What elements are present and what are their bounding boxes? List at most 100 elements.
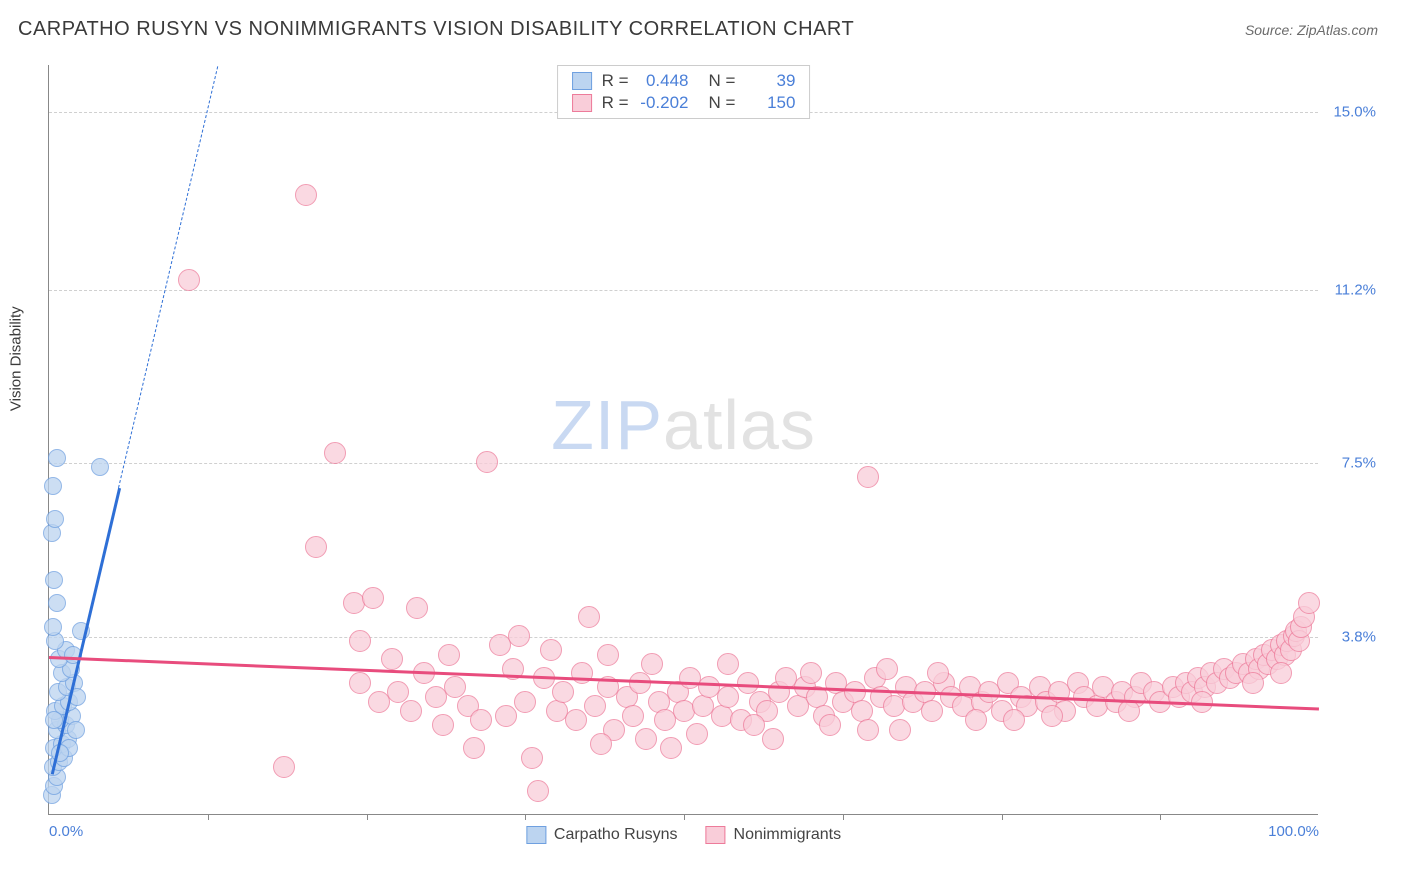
data-point-nonimmigrants xyxy=(717,686,739,708)
data-point-nonimmigrants xyxy=(622,705,644,727)
x-tick xyxy=(843,814,844,820)
data-point-nonimmigrants xyxy=(540,639,562,661)
data-point-nonimmigrants xyxy=(965,709,987,731)
data-point-nonimmigrants xyxy=(400,700,422,722)
data-point-nonimmigrants xyxy=(1041,705,1063,727)
data-point-nonimmigrants xyxy=(552,681,574,703)
x-tick-label: 0.0% xyxy=(49,823,83,840)
data-point-nonimmigrants xyxy=(324,442,346,464)
data-point-nonimmigrants xyxy=(635,728,657,750)
chart-container: Vision Disability ZIPatlas R =0.448N =39… xyxy=(18,55,1388,855)
data-point-nonimmigrants xyxy=(717,653,739,675)
data-point-nonimmigrants xyxy=(295,184,317,206)
watermark-atlas: atlas xyxy=(663,386,816,464)
data-point-nonimmigrants xyxy=(889,719,911,741)
data-point-nonimmigrants xyxy=(565,709,587,731)
legend-r-value: 0.448 xyxy=(639,71,689,91)
data-point-nonimmigrants xyxy=(495,705,517,727)
data-point-nonimmigrants xyxy=(590,733,612,755)
data-point-carpatho xyxy=(48,449,66,467)
y-tick-label: 11.2% xyxy=(1335,282,1376,299)
watermark: ZIPatlas xyxy=(551,385,816,465)
legend-n-value: 39 xyxy=(745,71,795,91)
data-point-nonimmigrants xyxy=(876,658,898,680)
legend-swatch xyxy=(706,826,726,844)
data-point-nonimmigrants xyxy=(641,653,663,675)
data-point-nonimmigrants xyxy=(921,700,943,722)
data-point-nonimmigrants xyxy=(597,644,619,666)
data-point-nonimmigrants xyxy=(686,723,708,745)
legend-item-nonimmigrants: Nonimmigrants xyxy=(706,826,842,844)
legend-label: Nonimmigrants xyxy=(734,826,842,844)
trend-line-carpatho xyxy=(50,488,120,775)
x-tick xyxy=(367,814,368,820)
data-point-nonimmigrants xyxy=(514,691,536,713)
gridline xyxy=(49,637,1318,638)
legend-n-label: N = xyxy=(709,71,736,91)
y-tick-label: 3.8% xyxy=(1342,628,1376,645)
x-tick xyxy=(1002,814,1003,820)
data-point-carpatho xyxy=(67,721,85,739)
data-point-nonimmigrants xyxy=(470,709,492,731)
data-point-nonimmigrants xyxy=(1298,592,1320,614)
legend-label: Carpatho Rusyns xyxy=(554,826,678,844)
data-point-carpatho xyxy=(45,711,63,729)
data-point-carpatho xyxy=(46,510,64,528)
gridline xyxy=(49,290,1318,291)
data-point-nonimmigrants xyxy=(527,780,549,802)
correlation-legend: R = 0.448 N = 39 R = -0.202 N = 150 xyxy=(557,65,811,119)
data-point-nonimmigrants xyxy=(273,756,295,778)
x-tick xyxy=(525,814,526,820)
y-axis-label: Vision Disability xyxy=(8,306,25,411)
data-point-carpatho xyxy=(91,458,109,476)
legend-r-label: R = xyxy=(602,71,629,91)
x-tick xyxy=(1160,814,1161,820)
data-point-nonimmigrants xyxy=(1118,700,1140,722)
data-point-nonimmigrants xyxy=(857,466,879,488)
x-tick xyxy=(684,814,685,820)
data-point-nonimmigrants xyxy=(762,728,784,750)
data-point-nonimmigrants xyxy=(521,747,543,769)
gridline xyxy=(49,463,1318,464)
plot-area: ZIPatlas R =0.448N =39R =-0.202N =150 Ca… xyxy=(48,65,1318,815)
data-point-nonimmigrants xyxy=(1191,691,1213,713)
data-point-nonimmigrants xyxy=(508,625,530,647)
data-point-carpatho xyxy=(44,477,62,495)
data-point-carpatho xyxy=(45,571,63,589)
data-point-nonimmigrants xyxy=(743,714,765,736)
data-point-nonimmigrants xyxy=(362,587,384,609)
data-point-nonimmigrants xyxy=(1242,672,1264,694)
x-tick xyxy=(208,814,209,820)
data-point-nonimmigrants xyxy=(349,630,371,652)
data-point-nonimmigrants xyxy=(406,597,428,619)
series-legend: Carpatho Rusyns Nonimmigrants xyxy=(526,826,841,844)
x-tick-label: 100.0% xyxy=(1268,823,1319,840)
data-point-carpatho xyxy=(48,594,66,612)
data-point-nonimmigrants xyxy=(432,714,454,736)
legend-n-value: 150 xyxy=(745,93,795,113)
data-point-nonimmigrants xyxy=(578,606,600,628)
trend-extrapolation-carpatho xyxy=(118,66,218,488)
legend-r-value: -0.202 xyxy=(639,93,689,113)
data-point-nonimmigrants xyxy=(1003,709,1025,731)
legend-swatch xyxy=(572,94,592,112)
legend-n-label: N = xyxy=(709,93,736,113)
legend-r-label: R = xyxy=(602,93,629,113)
data-point-nonimmigrants xyxy=(305,536,327,558)
source-attribution: Source: ZipAtlas.com xyxy=(1245,22,1378,38)
data-point-nonimmigrants xyxy=(463,737,485,759)
legend-item-carpatho: Carpatho Rusyns xyxy=(526,826,678,844)
chart-title: CARPATHO RUSYN VS NONIMMIGRANTS VISION D… xyxy=(18,18,854,41)
data-point-nonimmigrants xyxy=(571,662,593,684)
legend-stat-row-carpatho: R = 0.448 N = 39 xyxy=(572,70,796,92)
data-point-nonimmigrants xyxy=(857,719,879,741)
data-point-carpatho xyxy=(44,618,62,636)
watermark-zip: ZIP xyxy=(551,386,663,464)
data-point-nonimmigrants xyxy=(438,644,460,666)
data-point-nonimmigrants xyxy=(800,662,822,684)
data-point-nonimmigrants xyxy=(476,451,498,473)
data-point-nonimmigrants xyxy=(1270,662,1292,684)
data-point-nonimmigrants xyxy=(178,269,200,291)
data-point-nonimmigrants xyxy=(927,662,949,684)
data-point-nonimmigrants xyxy=(819,714,841,736)
